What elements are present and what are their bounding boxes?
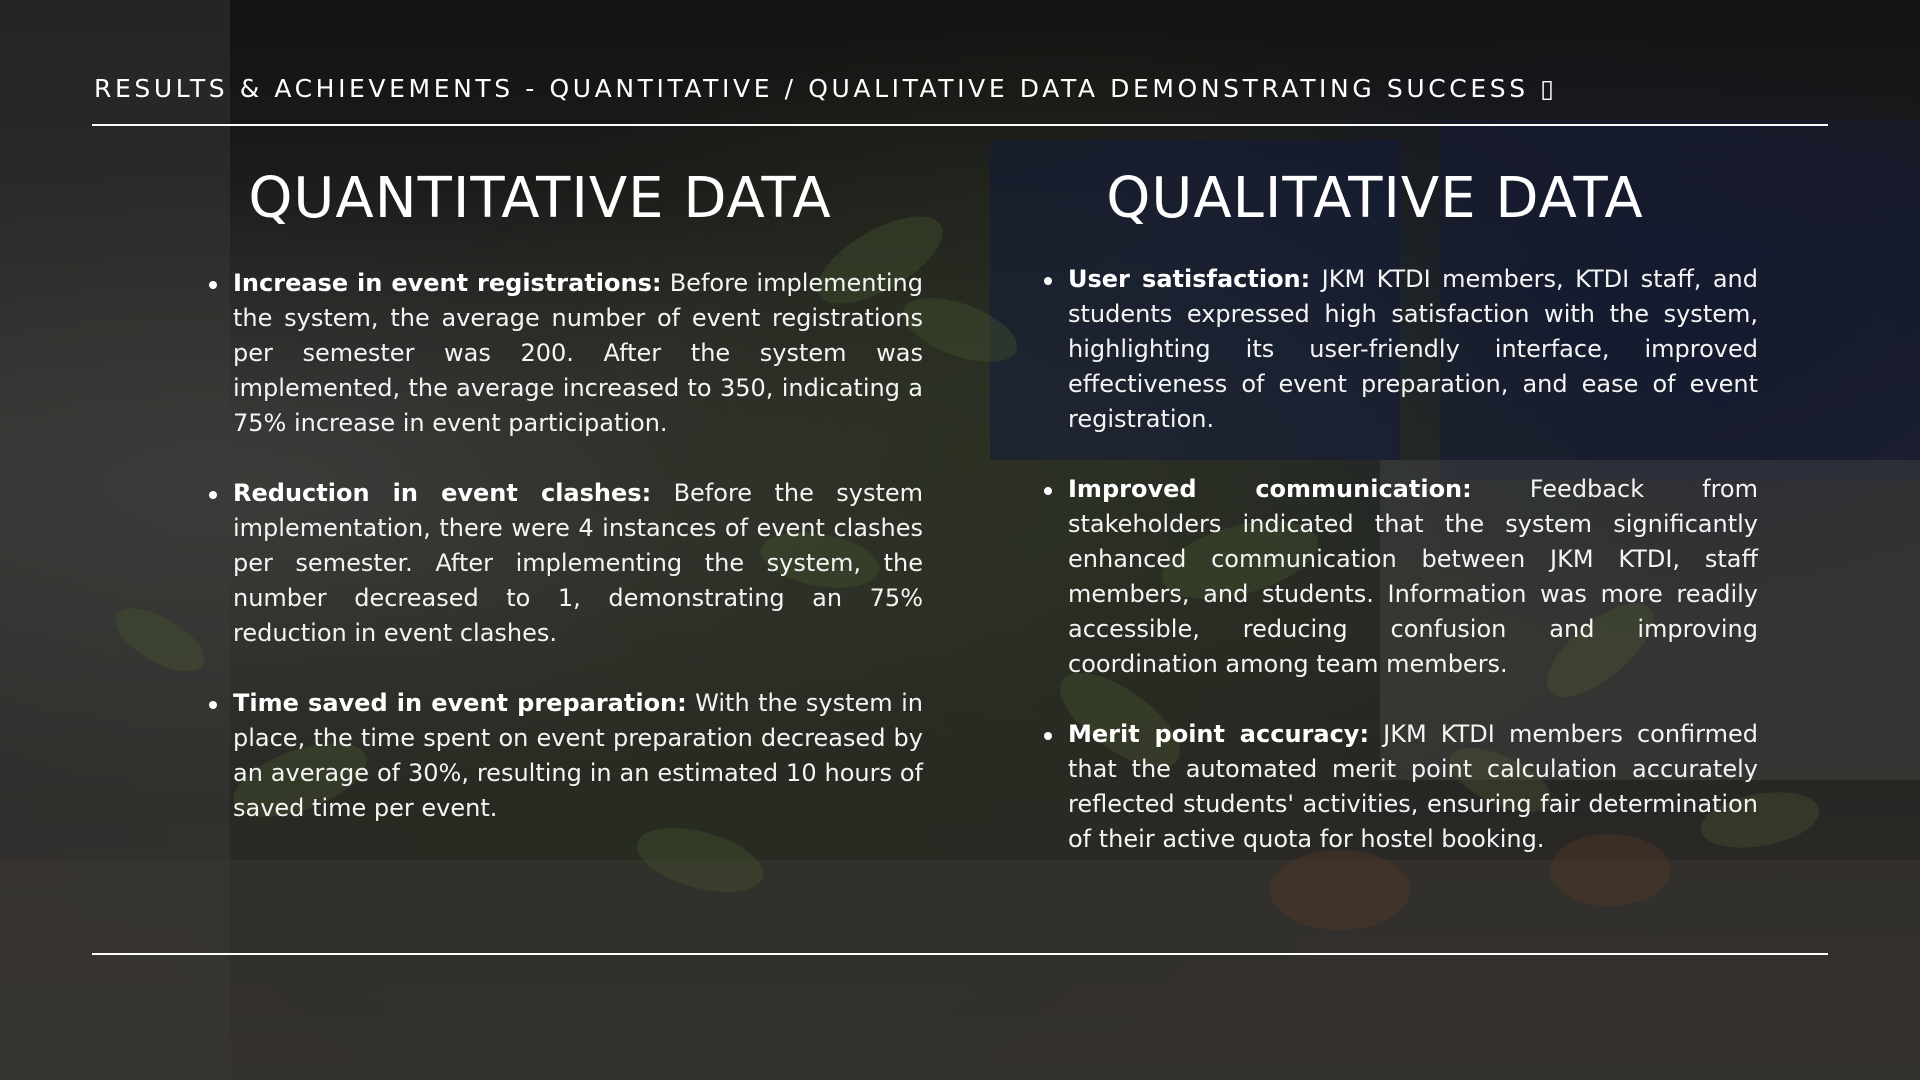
item-lead: Reduction in event clashes: (233, 479, 652, 507)
quantitative-heading: QUANTITATIVE DATA (248, 166, 832, 231)
item-body: Before implementing the system, the aver… (233, 269, 924, 437)
item-lead: User satisfaction: (1068, 265, 1311, 293)
item-body: JKM KTDI members confirmed that the auto… (1068, 720, 1759, 853)
item-lead: Merit point accuracy: (1068, 720, 1370, 748)
item-body: Feedback from stakeholders indicated tha… (1068, 475, 1758, 678)
list-item: Time saved in event preparation: With th… (209, 686, 923, 826)
top-divider (92, 124, 1828, 126)
item-lead: Time saved in event preparation: (233, 689, 687, 717)
list-item: Reduction in event clashes: Before the s… (209, 476, 923, 651)
list-item: Improved communication: Feedback from st… (1044, 472, 1758, 682)
item-lead: Improved communication: (1068, 475, 1472, 503)
list-item: Increase in event registrations: Before … (209, 266, 924, 441)
item-body: Before the system implementation, there … (233, 479, 923, 647)
list-item: User satisfaction: JKM KTDI members, KTD… (1044, 262, 1758, 437)
item-body: With the system in place, the time spent… (233, 689, 923, 822)
slide-header: RESULTS & ACHIEVEMENTS - QUANTITATIVE / … (94, 74, 1558, 103)
quantitative-list: Increase in event registrations: Before … (207, 266, 923, 861)
list-item: Merit point accuracy: JKM KTDI members c… (1044, 717, 1759, 857)
qualitative-heading: QUALITATIVE DATA (1106, 166, 1644, 231)
item-body: JKM KTDI members, KTDI staff, and studen… (1068, 265, 1758, 433)
qualitative-list: User satisfaction: JKM KTDI members, KTD… (1042, 262, 1758, 892)
bottom-divider (92, 953, 1828, 955)
item-lead: Increase in event registrations: (233, 269, 662, 297)
